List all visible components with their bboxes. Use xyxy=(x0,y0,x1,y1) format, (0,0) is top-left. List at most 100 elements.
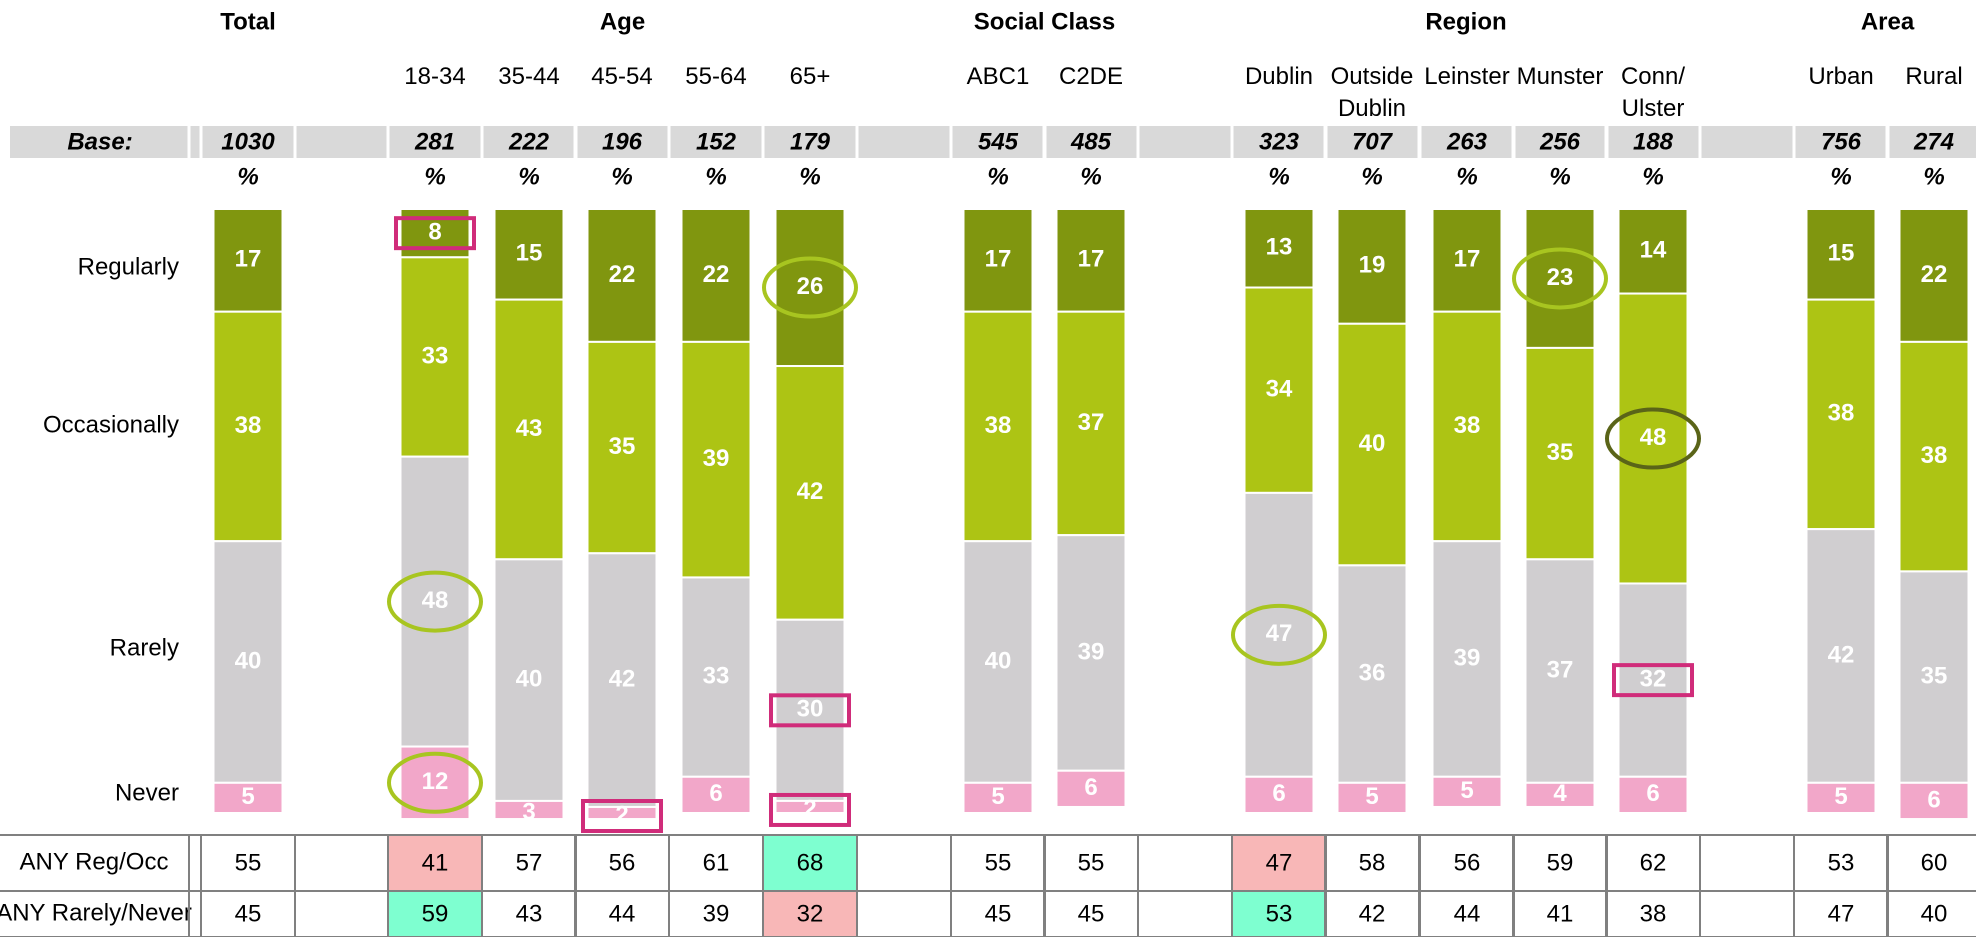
bar-segment xyxy=(1898,208,1970,343)
table-row-label: ANY Rarely/Never xyxy=(0,899,192,926)
bar-value-label: 6 xyxy=(1272,780,1285,807)
bar-value-label: 5 xyxy=(1365,783,1378,810)
bar-value-label: 42 xyxy=(1828,641,1855,668)
bar-value-label: 38 xyxy=(1921,442,1948,469)
base-band xyxy=(10,126,1976,158)
bar-value-label: 39 xyxy=(1078,638,1105,665)
series-label: Rarely xyxy=(110,634,179,661)
table-value: 55 xyxy=(1078,849,1105,876)
table-value: 42 xyxy=(1359,900,1386,927)
table-value: 56 xyxy=(1454,849,1481,876)
highlight-box xyxy=(769,792,851,827)
table-value: 59 xyxy=(422,900,449,927)
table-value: 45 xyxy=(1078,900,1105,927)
table-value: 32 xyxy=(797,900,824,927)
category-header-box: 18-34 xyxy=(404,63,465,90)
group-header: Age xyxy=(600,8,645,35)
bar-segment xyxy=(680,208,752,343)
bar-value-label: 32 xyxy=(1640,665,1667,692)
bar-value-label: 48 xyxy=(422,587,449,614)
bar-segment xyxy=(1524,208,1596,349)
bar-value-label: 17 xyxy=(1078,246,1105,273)
bar-value-label: 47 xyxy=(1266,620,1293,647)
bar-value-label: 39 xyxy=(703,445,730,472)
bar-value-label: 12 xyxy=(422,768,449,795)
percent-label: % xyxy=(1830,163,1851,190)
bar-segment xyxy=(680,775,752,815)
bar-segment xyxy=(1805,528,1877,784)
bar-segment xyxy=(1805,208,1877,301)
category-header: Conn/ Ulster xyxy=(1620,63,1686,122)
bar-segment xyxy=(1805,781,1877,814)
category-header-box: C2DE xyxy=(1058,63,1124,90)
bar-segment xyxy=(962,208,1034,313)
base-value: 256 xyxy=(1539,128,1581,155)
group-header: Total xyxy=(220,8,276,35)
category-header: Urban xyxy=(1808,63,1874,90)
category-header: Dublin xyxy=(1244,63,1314,90)
series-label: Occasionally xyxy=(43,411,179,438)
table-value: 59 xyxy=(1547,849,1574,876)
category-header: ABC1 xyxy=(966,63,1030,90)
bar-value-label: 5 xyxy=(991,783,1004,810)
base-value: 179 xyxy=(790,128,831,155)
bar-value-label: 5 xyxy=(1834,783,1847,810)
base-value: 222 xyxy=(508,128,550,155)
highlight-box xyxy=(769,693,851,728)
base-value: 323 xyxy=(1259,128,1300,155)
bar-value-label: 38 xyxy=(235,412,262,439)
table-value: 38 xyxy=(1640,900,1667,927)
percent-label: % xyxy=(1080,163,1101,190)
table-value: 43 xyxy=(516,900,543,927)
bar-value-label: 5 xyxy=(241,783,254,810)
highlight-box xyxy=(394,216,476,251)
bar-segment xyxy=(493,208,565,301)
bar-value-label: 19 xyxy=(1359,252,1386,279)
bar-segment xyxy=(1617,292,1689,585)
bar-value-label: 17 xyxy=(1454,246,1481,273)
bar-value-label: 36 xyxy=(1359,659,1386,686)
bar-segment xyxy=(1617,208,1689,295)
bar-value-label: 39 xyxy=(1454,644,1481,671)
base-value: 281 xyxy=(414,128,455,155)
percent-label: % xyxy=(1923,163,1944,190)
table-value: 68 xyxy=(797,849,824,876)
base-value: 188 xyxy=(1633,128,1674,155)
bar-segment xyxy=(774,208,846,368)
base-value: 196 xyxy=(602,128,643,155)
base-value: 263 xyxy=(1446,128,1488,155)
bar-segment xyxy=(212,781,284,814)
bar-segment xyxy=(586,208,658,343)
bar-value-label: 6 xyxy=(1927,786,1940,813)
bar-segment xyxy=(212,540,284,784)
table-value: 47 xyxy=(1828,900,1855,927)
highlight-box xyxy=(1612,663,1694,698)
bar-segment xyxy=(493,558,565,802)
category-header-box: Dublin xyxy=(1244,63,1314,90)
bar-segment xyxy=(1055,310,1127,537)
group-header: Social Class xyxy=(974,8,1115,35)
category-header: C2DE xyxy=(1058,63,1124,90)
base-value: 152 xyxy=(696,128,737,155)
base-value: 707 xyxy=(1352,128,1394,155)
group-header: Area xyxy=(1861,8,1915,35)
bar-value-label: 42 xyxy=(797,478,824,505)
bar-value-label: 13 xyxy=(1266,234,1293,261)
category-header-box: 35-44 xyxy=(498,63,559,90)
percent-label: % xyxy=(424,163,445,190)
table-value: 62 xyxy=(1640,849,1667,876)
bar-value-label: 23 xyxy=(1547,264,1574,291)
base-label: Base: xyxy=(67,128,132,155)
category-header: 55-64 xyxy=(685,63,747,90)
bar-value-label: 8 xyxy=(428,219,441,246)
bar-value-label: 43 xyxy=(516,415,543,442)
base-value: 545 xyxy=(978,128,1019,155)
table-value: 55 xyxy=(235,849,262,876)
table-cell-highlight xyxy=(388,835,482,891)
table-value: 44 xyxy=(1454,900,1481,927)
bar-value-label: 22 xyxy=(609,261,636,288)
highlight-circle xyxy=(762,256,858,319)
bar-value-label: 33 xyxy=(422,342,449,369)
highlight-circle xyxy=(1231,603,1327,666)
